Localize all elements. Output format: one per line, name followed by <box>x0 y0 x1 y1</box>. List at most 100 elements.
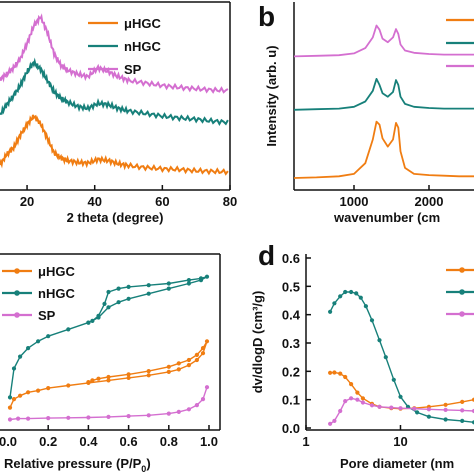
panel-d-ylabel: dv/dlogD (cm³/g) <box>250 291 265 394</box>
panel-d-series-2-point-12 <box>426 407 431 412</box>
panel-d-series-2-line <box>329 397 474 425</box>
panel-d-series-1-point-5 <box>354 291 359 296</box>
panel-d-series-2-point-7 <box>369 403 375 408</box>
panel-d-series-1-line <box>329 291 474 423</box>
panel-d-ytick-label-4: 0.4 <box>282 308 301 323</box>
panel-c-series-0-point-16 <box>204 339 210 344</box>
panel-c-xtick-label-3: 0.8 <box>160 434 178 449</box>
panel-d-series <box>328 289 474 426</box>
panel-c-series-0-point-3 <box>26 390 31 395</box>
panel-c-isotherm: 0.0 0.2 0.4 0.6 0.8 1.0 Relative pressure (P/… <box>0 253 221 474</box>
panel-d-series-1-point-4 <box>349 289 354 295</box>
panel-b-xtick-label-1: 2000 <box>415 194 444 209</box>
panel-d-series-2-point-5 <box>355 397 360 402</box>
panel-d-ytick-label-1: 0.1 <box>282 393 300 408</box>
panel-c-legend-label-1: nHGC <box>38 286 75 301</box>
panel-d-series-1-point-16 <box>443 417 448 422</box>
panel-c-series-1-point-2 <box>18 354 23 359</box>
panel-c-series-2-point-6 <box>106 414 111 419</box>
panel-c-series-2-point-1 <box>16 416 21 421</box>
panel-label-d: d <box>258 240 275 271</box>
panel-c-series-2-point-3 <box>46 416 51 421</box>
panel-a-legend: μHGC nHGC SP <box>88 16 161 77</box>
panel-b-series-2-line <box>293 24 474 58</box>
panel-a-legend-label-2: SP <box>124 62 142 77</box>
panel-c-ticks: 0.0 0.2 0.4 0.6 0.8 1.0 <box>0 425 218 449</box>
panel-c-series-1-point-23 <box>106 289 111 295</box>
panel-c-series-1-point-0 <box>7 395 13 400</box>
panel-c-series-2-point-2 <box>26 416 31 421</box>
panel-d-ticks: 0.0 0.1 0.2 0.3 0.4 0.5 0.6 1 10 <box>282 251 408 449</box>
panel-d-series-2-point-1 <box>332 418 337 423</box>
panel-c-series-2-point-4 <box>66 415 71 420</box>
panel-c-series-0-point-6 <box>66 383 71 388</box>
panel-c-xtick-label-2: 0.6 <box>120 434 138 449</box>
panel-c-series-0-point-13 <box>186 363 191 368</box>
panel-d-legend-marker-2 <box>459 311 465 317</box>
panel-d-xtick-label-0: 1 <box>302 434 309 449</box>
panel-d-series-1-point-18 <box>471 420 474 425</box>
panel-c-legend-label-2: SP <box>38 308 56 323</box>
panel-d-xtick-label-1: 10 <box>393 434 407 449</box>
panel-b-ylabel: Intensity (arb. u) <box>264 45 279 146</box>
panel-c-series-1-point-1 <box>11 366 17 371</box>
panel-c-series-0-point-24 <box>106 374 111 380</box>
panel-c-series-0-line <box>9 340 208 408</box>
panel-d-series-1-point-3 <box>343 289 348 295</box>
panel-c-series-1-point-9 <box>106 305 111 310</box>
panel-c-series-0-point-26 <box>90 378 95 383</box>
panel-d-series-1-point-7 <box>363 304 368 309</box>
panel-c-xtick-label-first: 0.0 <box>0 434 17 449</box>
panel-c-series-1-point-18 <box>186 278 191 283</box>
panel-c-series-0-point-19 <box>186 357 191 363</box>
panel-d-series-1-point-6 <box>358 295 363 300</box>
panel-b-xtick-label-0: 1000 <box>340 194 369 209</box>
panel-d-series-2-point-10 <box>398 406 403 411</box>
panel-d-legend <box>446 267 474 317</box>
panel-c-series-1-point-22 <box>116 286 121 291</box>
panel-d-series-1-point-2 <box>338 294 343 299</box>
panel-c-series-2-point-8 <box>146 413 151 418</box>
panel-a-xtick-label-0: 20 <box>20 194 34 209</box>
panel-d-legend-marker-1 <box>459 289 465 295</box>
panel-d-series-1-point-8 <box>369 318 375 323</box>
panel-c-series-1-point-11 <box>126 296 131 301</box>
panel-d-series-0-line <box>330 371 474 410</box>
panel-d-series-1-point-14 <box>415 410 420 415</box>
panel-d-series-0-point-4 <box>349 382 354 387</box>
panel-a-series-2-line <box>0 13 229 94</box>
panel-c-series-0-point-22 <box>146 369 151 374</box>
panel-a-series-1-line <box>0 57 229 126</box>
panel-c-series-1-point-20 <box>146 283 151 288</box>
panel-c-series-1-point-12 <box>146 291 151 296</box>
panel-a-ticks: 20 40 60 80 <box>20 185 237 209</box>
panel-c-xtick-label-0: 0.2 <box>39 434 57 449</box>
panel-d-series-2-point-9 <box>389 405 394 410</box>
panel-a-series <box>0 13 229 176</box>
panel-c-series-0-point-17 <box>200 346 206 351</box>
panel-d-series-0-point-15 <box>471 397 474 402</box>
panel-a-xtick-label-3: 80 <box>223 194 237 209</box>
panel-c-series-1-point-5 <box>46 334 51 339</box>
panel-c-series-2-point-14 <box>204 385 210 390</box>
panel-c-series-2-point-13 <box>200 397 206 402</box>
panel-c-series-2-point-9 <box>166 411 171 416</box>
panel-d-series-2-point-13 <box>443 407 448 412</box>
panel-d-series-1-point-12 <box>398 394 403 399</box>
panel-c-legend-marker-2 <box>14 312 20 318</box>
panel-d-series-0-point-1 <box>332 370 337 375</box>
panel-c-series-0-point-11 <box>166 369 171 374</box>
panel-d-series-2-point-14 <box>460 408 465 413</box>
panel-c-legend-marker-1 <box>14 290 20 296</box>
panel-c-series-1-point-13 <box>166 286 171 291</box>
panel-c-series-1-line <box>9 276 208 398</box>
panel-c-series-1-point-17 <box>198 276 204 281</box>
panel-d-series-1-point-17 <box>460 418 465 423</box>
panel-c-series-0-point-9 <box>126 375 131 380</box>
panel-c-series-1-point-26 <box>90 318 95 323</box>
panel-c-series-1-point-10 <box>116 300 121 305</box>
panel-b-series <box>293 24 474 179</box>
panel-a-xrd: 20 40 60 80 2 theta (degree) μHGC nHGC SP <box>0 1 237 225</box>
panel-d-series-1-point-10 <box>383 355 388 360</box>
